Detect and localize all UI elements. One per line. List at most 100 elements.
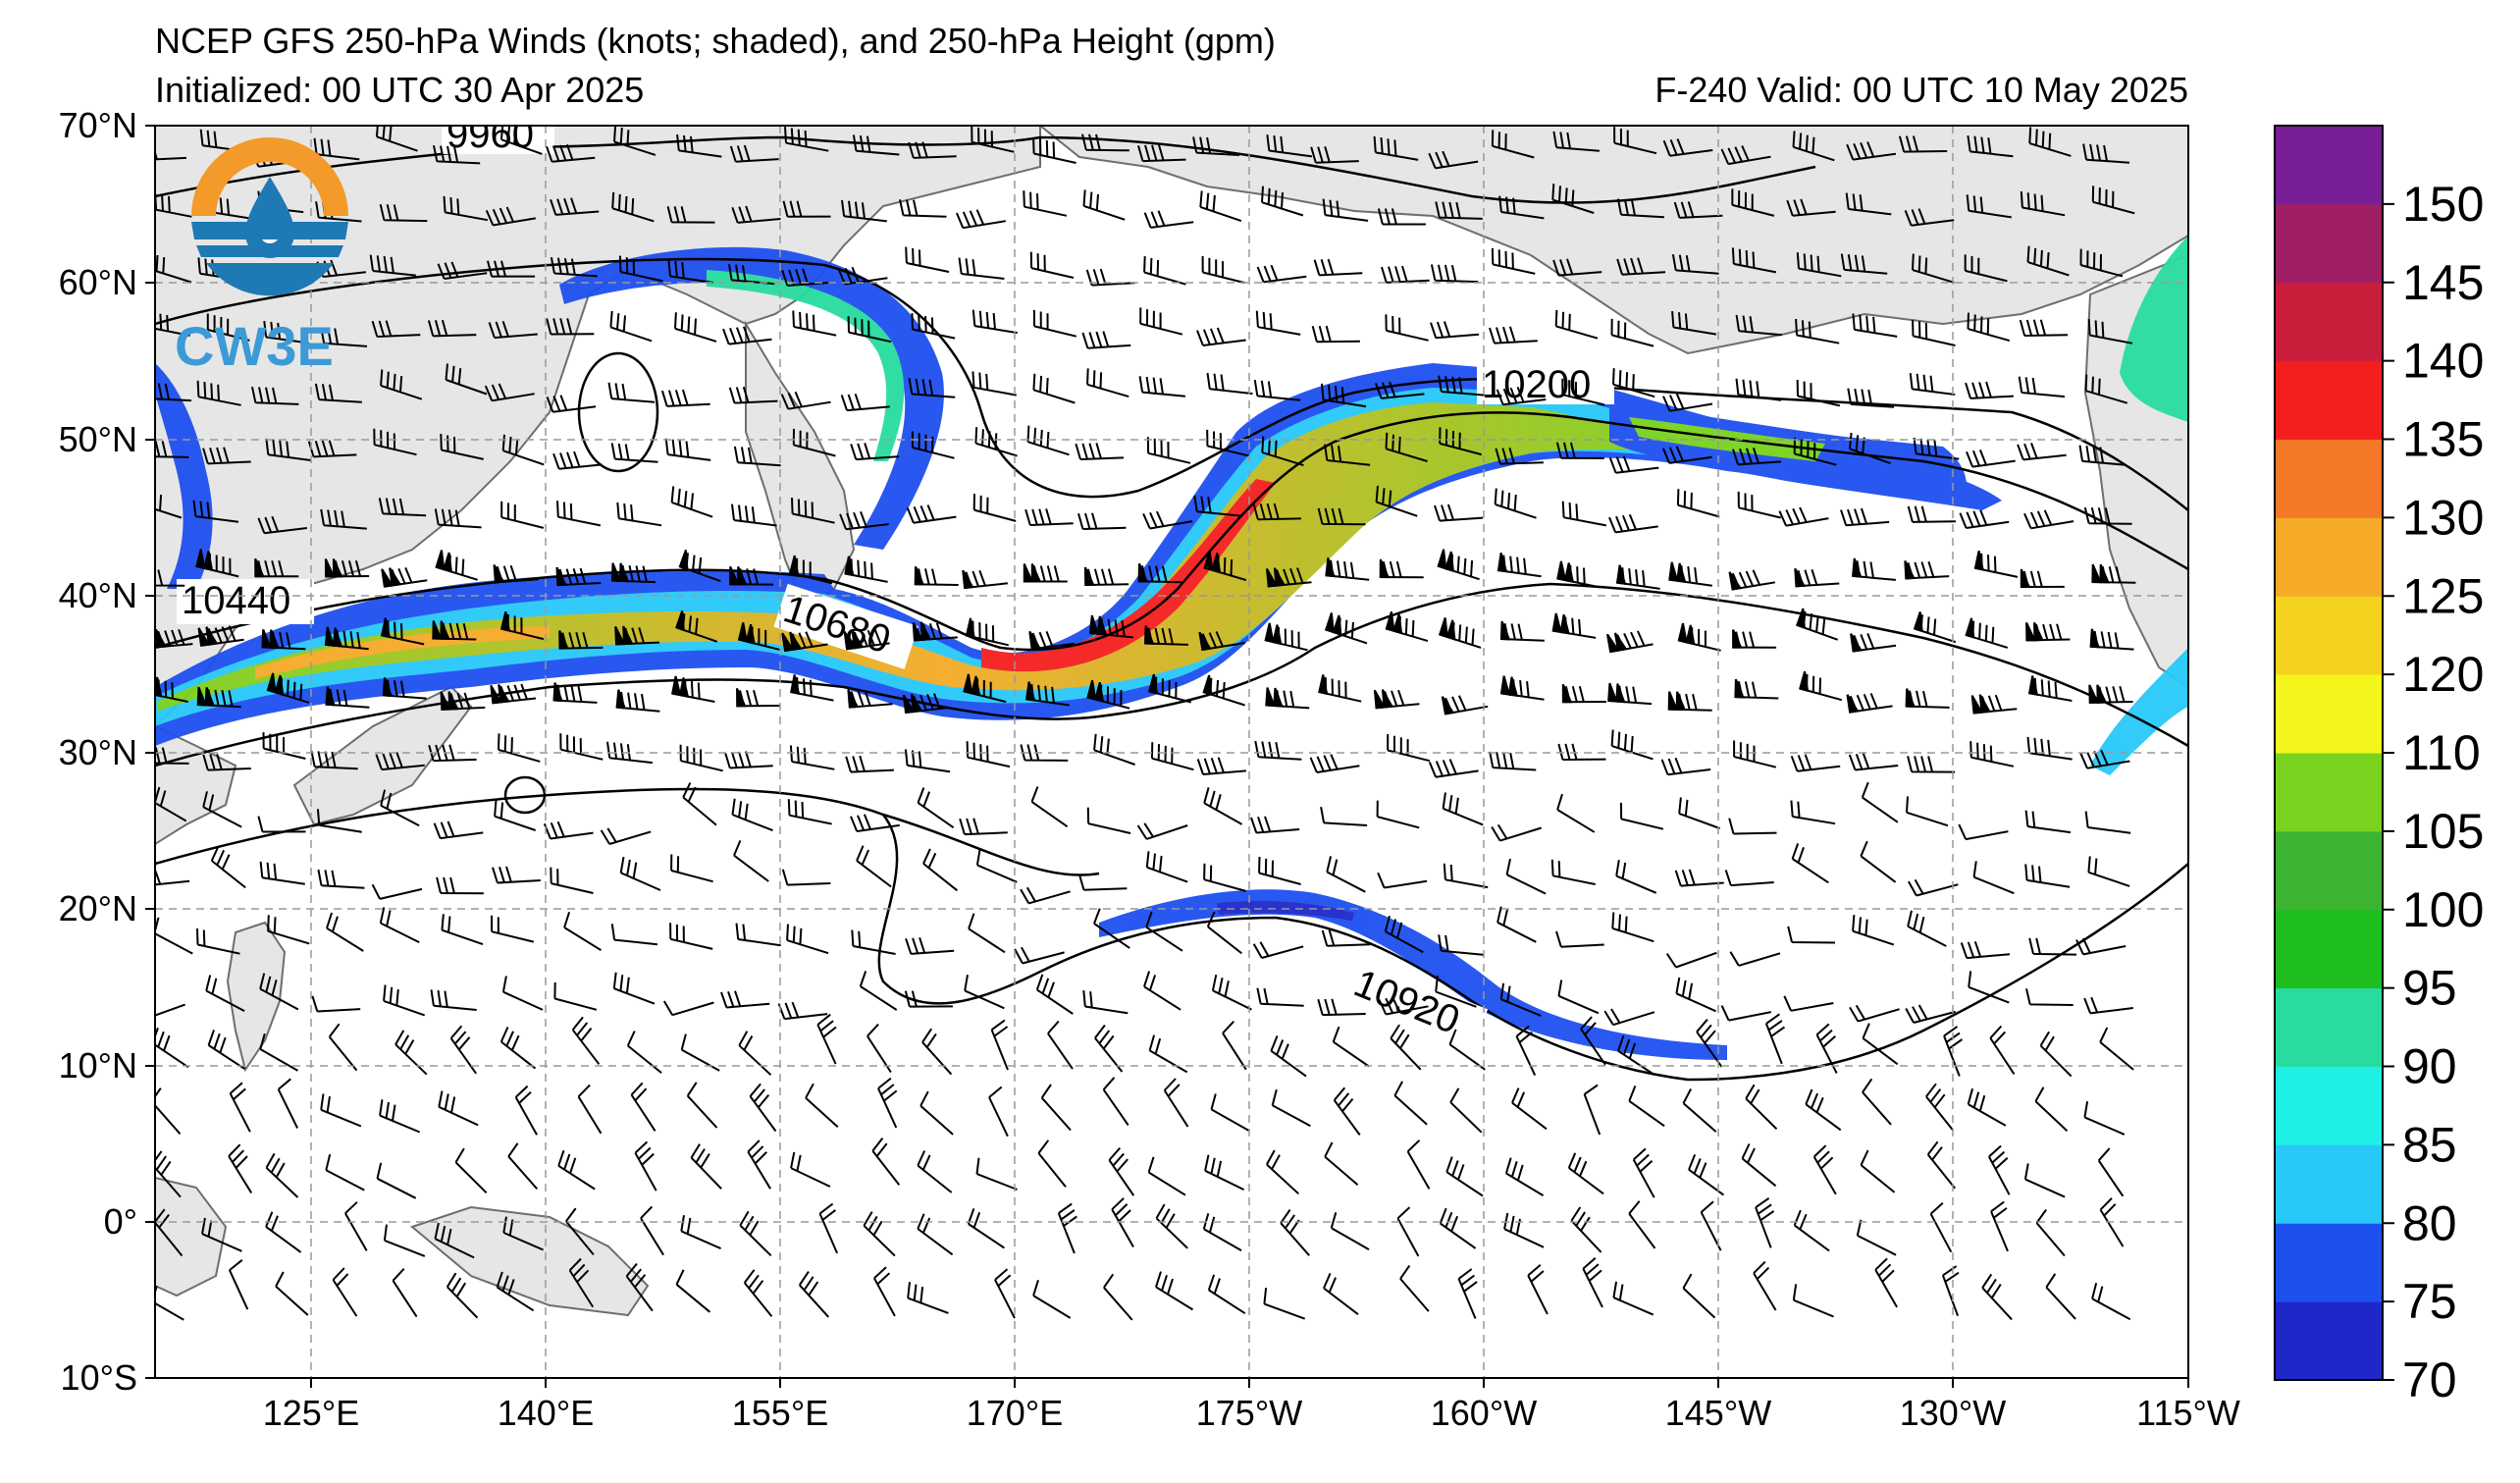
- colorbar-tick-label: 70: [2402, 1352, 2457, 1407]
- wind-barb: [375, 752, 425, 771]
- wind-barb: [1438, 554, 1480, 581]
- wind-barb: [155, 628, 193, 649]
- wind-barb: [1840, 507, 1890, 527]
- wind-barb: [1620, 802, 1664, 830]
- wind-barb: [546, 143, 596, 163]
- wind-barb: [1669, 565, 1712, 587]
- wind-barb: [1263, 1288, 1306, 1320]
- colorbar-bin: [2275, 1066, 2383, 1145]
- wind-barb: [1085, 568, 1129, 586]
- wind-barb: [1671, 311, 1717, 336]
- wind-barb: [1550, 859, 1596, 885]
- wind-barb: [1254, 740, 1302, 761]
- wind-barb: [1439, 427, 1483, 456]
- wind-barb: [1035, 974, 1074, 1015]
- wind-barb: [682, 782, 717, 826]
- wind-barb: [1967, 134, 2014, 158]
- wind-barb: [1853, 560, 1896, 581]
- wind-barb: [1555, 442, 1604, 459]
- wind-barb: [371, 320, 421, 338]
- lat-label-50n: 50°N: [59, 419, 137, 459]
- wind-barb: [666, 206, 715, 224]
- wind-barb: [1082, 189, 1126, 221]
- wind-barb: [1805, 1088, 1842, 1132]
- colorbar-bin: [2275, 439, 2383, 518]
- contour-label-box-10440: [177, 579, 314, 624]
- wind-barb: [1861, 781, 1899, 823]
- wind-barb: [155, 1087, 182, 1135]
- wind-barb: [2091, 185, 2135, 215]
- wind-barb: [786, 924, 829, 955]
- wind-barb: [1082, 990, 1129, 1015]
- wind-barb: [600, 827, 652, 845]
- wind-barb: [1309, 754, 1360, 773]
- wind-barb: [2019, 319, 2069, 337]
- jet-asia-coast: [155, 363, 213, 589]
- wind-barb: [2017, 443, 2067, 461]
- wind-barb: [1077, 512, 1127, 530]
- wind-barb: [1323, 1272, 1359, 1315]
- wind-barb: [2099, 1197, 2125, 1247]
- wind-barb: [1210, 1093, 1250, 1132]
- wind-barb: [1696, 1019, 1723, 1068]
- wind-barb: [679, 553, 721, 583]
- wind-barb: [1399, 1264, 1430, 1312]
- wind-barb: [1252, 503, 1301, 521]
- wind-barb: [1551, 184, 1595, 214]
- wind-barb: [196, 380, 241, 406]
- wind-barb: [1570, 1206, 1602, 1253]
- colorbar-tick-label: 100: [2402, 882, 2484, 937]
- wind-barb: [1253, 379, 1301, 401]
- colorbar: 150 145 140 135 130 125 120 110 105 100 95 90 85 80 75…: [2274, 125, 2484, 1407]
- wind-barb: [1503, 1212, 1545, 1248]
- wind-barb: [905, 246, 950, 273]
- wind-barb: [607, 382, 656, 403]
- wind-barb: [1964, 254, 2008, 283]
- wind-barb: [662, 1000, 714, 1017]
- wind-barb: [501, 976, 544, 1011]
- contour-label-10440: 10440: [182, 579, 290, 622]
- wind-barb: [2026, 736, 2073, 761]
- wind-barb: [1495, 448, 1544, 465]
- wind-barb: [557, 1149, 596, 1191]
- wind-barb: [1252, 941, 1304, 959]
- wind-barb: [315, 201, 362, 223]
- wind-barb: [1732, 447, 1782, 466]
- lat-label-0: 0°: [104, 1201, 137, 1242]
- colorbar-tick-label: 125: [2402, 568, 2484, 623]
- wind-barb: [326, 688, 370, 709]
- jet-subtropical-inner: [1217, 901, 1354, 921]
- wind-barb: [1796, 610, 1839, 641]
- wind-barb: [964, 678, 1007, 704]
- wind-barb: [192, 500, 239, 523]
- wind-barb: [496, 1271, 535, 1312]
- wind-barb: [1330, 1212, 1370, 1250]
- wind-barb: [500, 501, 545, 529]
- wind-barb: [1720, 1005, 1771, 1022]
- wind-barb: [1783, 995, 1834, 1012]
- wind-barb: [1660, 757, 1711, 776]
- wind-barb: [325, 1153, 365, 1192]
- wind-barb: [610, 924, 658, 946]
- wind-barb: [1906, 560, 1950, 580]
- lon-labels: 125°E 140°E 155°E 170°E 175°W 160°W 145°…: [263, 1393, 2240, 1433]
- wind-barb: [735, 923, 781, 947]
- wind-barb: [1280, 1209, 1310, 1256]
- wind-barb: [1333, 1086, 1361, 1136]
- wind-barb: [1439, 1207, 1477, 1249]
- wind-barb: [571, 1016, 601, 1065]
- wind-barb: [1612, 368, 1655, 398]
- wind-barb: [1905, 1004, 1956, 1024]
- wind-barb: [1611, 912, 1654, 943]
- wind-barb: [818, 1202, 839, 1254]
- wind-barb: [1608, 513, 1658, 534]
- wind-barb: [1203, 787, 1243, 825]
- wind-barb: [1786, 198, 1836, 217]
- wind-barb: [749, 1083, 777, 1133]
- wind-barb: [1037, 1139, 1067, 1188]
- wind-barb: [634, 1140, 657, 1192]
- wind-barb: [383, 1224, 426, 1257]
- wind-barb: [1311, 325, 1360, 344]
- wind-barb: [1381, 265, 1430, 284]
- wind-barb: [196, 927, 240, 955]
